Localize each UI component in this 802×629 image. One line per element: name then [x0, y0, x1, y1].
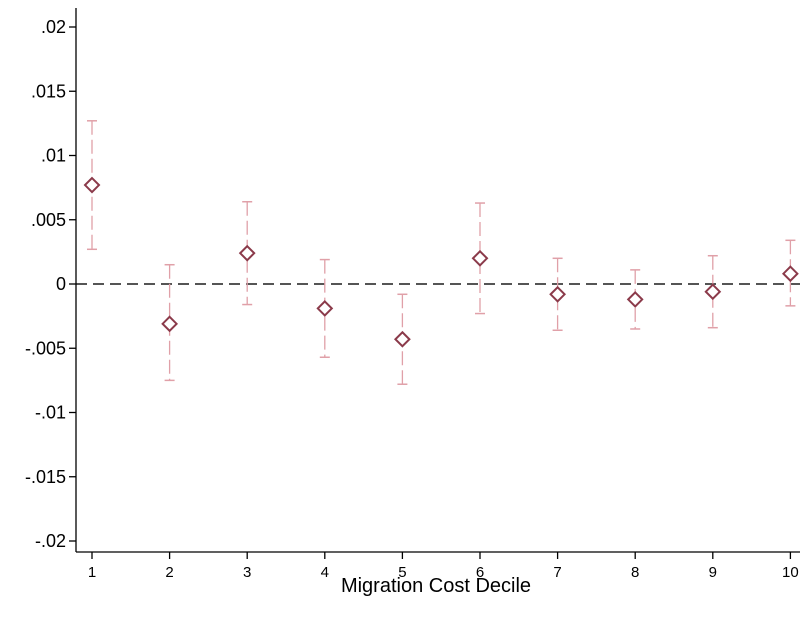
x-tick-label: 5: [398, 564, 406, 581]
y-tick-label: -.02: [35, 531, 66, 551]
axis-layer: [75, 8, 800, 553]
point-marker: [393, 330, 411, 348]
x-tick-label: 9: [709, 564, 717, 581]
error-bar: [475, 202, 485, 315]
point-marker: [471, 249, 489, 267]
marker-layer: [83, 176, 799, 348]
x-tick-label: 8: [631, 564, 639, 581]
point-marker: [238, 244, 256, 262]
y-tick-label: -.01: [35, 403, 66, 423]
x-axis-title: Migration Cost Decile: [341, 575, 531, 597]
x-tick-label: 3: [243, 564, 251, 581]
y-tick-label: .01: [41, 146, 66, 166]
y-tick-label: .02: [41, 17, 66, 37]
y-tick-label: -.005: [25, 338, 66, 358]
y-tick-label: 0: [56, 274, 66, 294]
point-marker: [704, 283, 722, 301]
x-tick-label: 7: [553, 564, 561, 581]
confidence-interval-layer: [87, 120, 796, 385]
y-ticks: .02 .015 .01 .005 0 -.005 -.01 -.015 -.02: [25, 17, 76, 551]
y-tick-label: .015: [31, 81, 66, 101]
point-marker: [626, 291, 644, 308]
x-tick-label: 1: [88, 564, 96, 581]
y-tick-label: -.015: [25, 467, 66, 487]
x-tick-label: 4: [321, 564, 329, 581]
y-tick-label: .005: [31, 210, 66, 230]
point-marker: [83, 176, 101, 194]
x-tick-label: 6: [476, 564, 484, 581]
point-marker: [316, 300, 334, 317]
error-bar: [707, 254, 718, 329]
point-marker: [549, 285, 567, 303]
point-marker: [781, 265, 799, 283]
x-ticks: 1 2 3 4 5 6 7 8 9 10: [88, 552, 799, 581]
x-tick-label: 10: [782, 564, 799, 581]
error-bar: [552, 257, 563, 332]
point-marker: [161, 315, 179, 333]
x-tick-label: 2: [165, 564, 173, 581]
